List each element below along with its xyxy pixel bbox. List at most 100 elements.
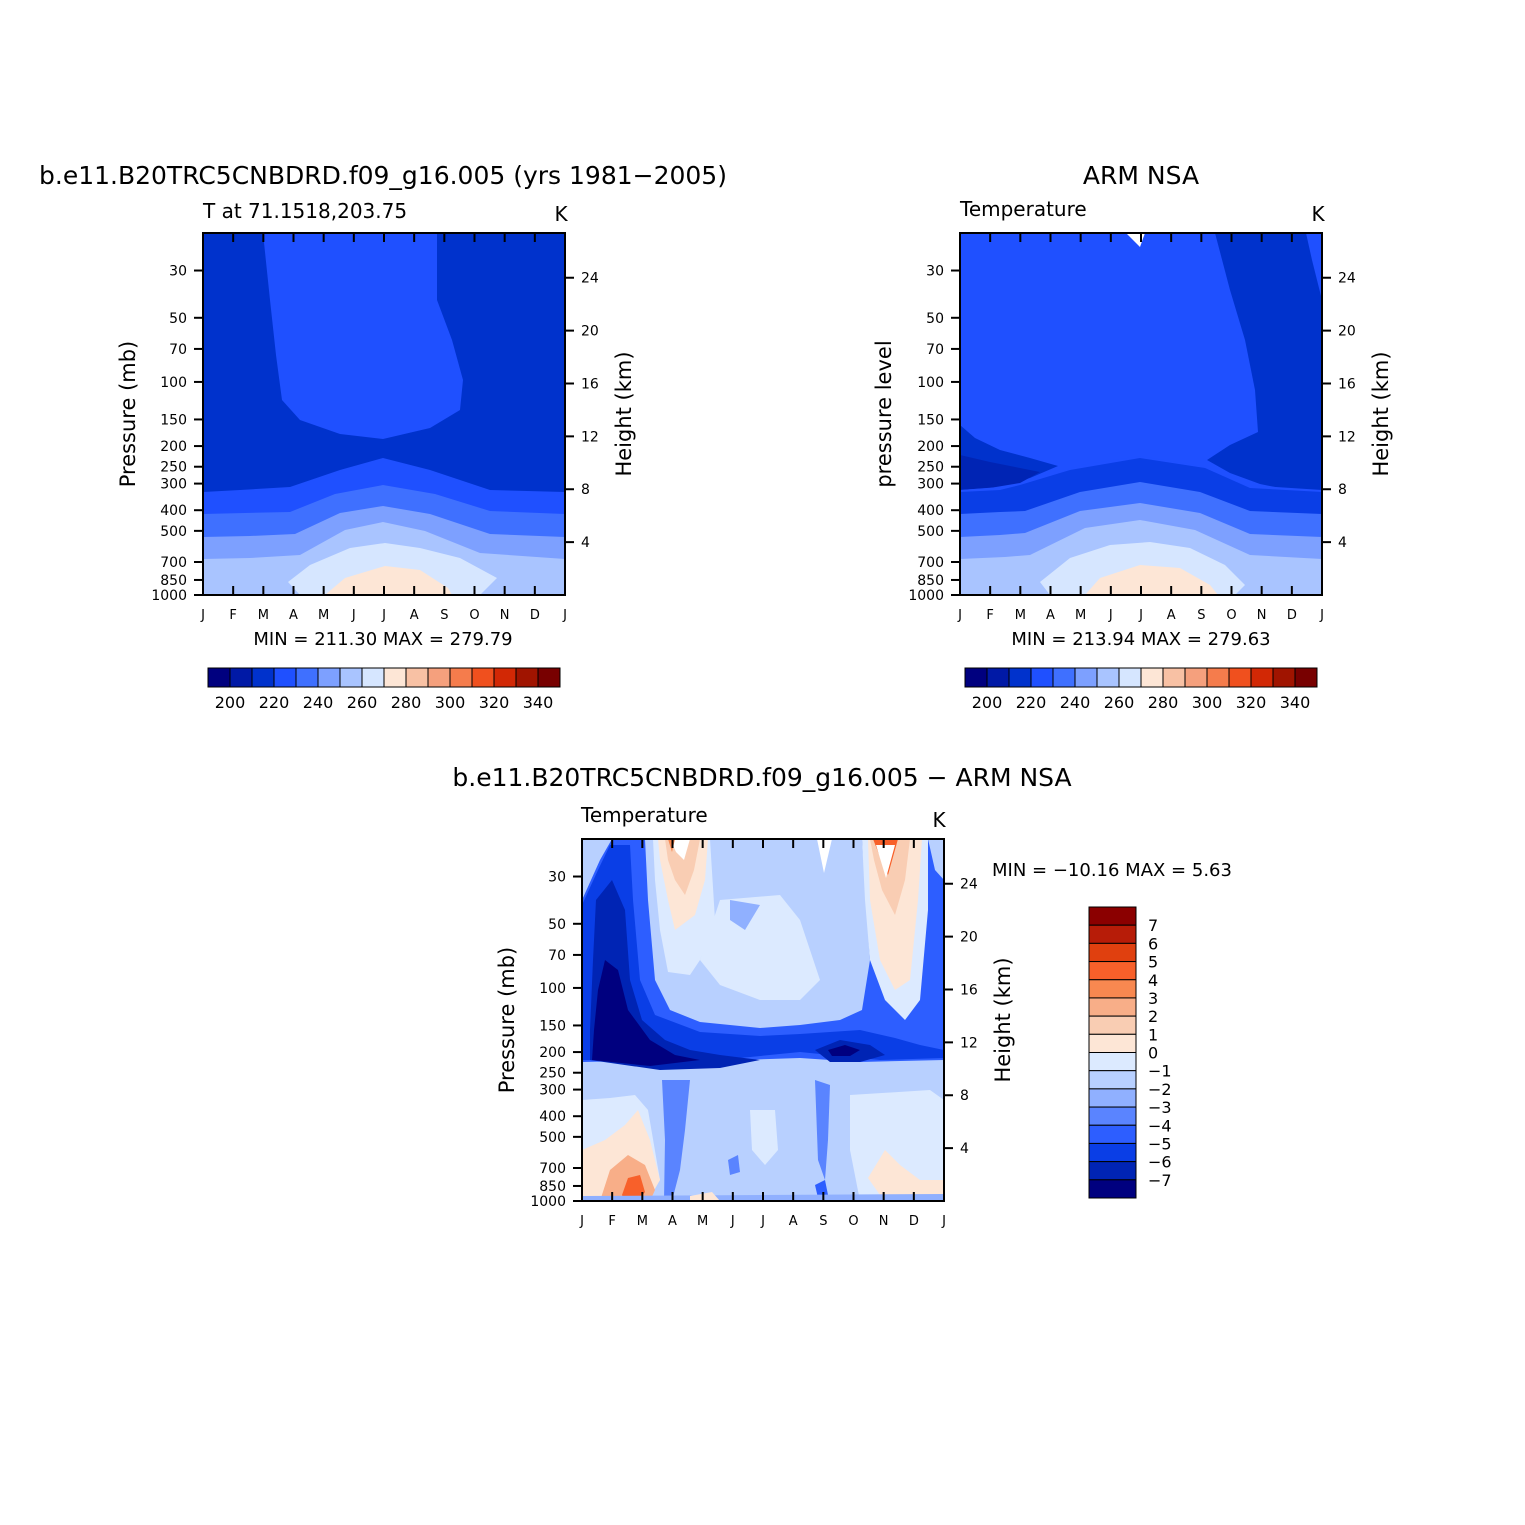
x-tick-label: A [410, 608, 419, 623]
contour-warm-nov-5 [876, 845, 895, 878]
y-tick-label: 100 [160, 375, 187, 391]
y-tick-label: 70 [169, 342, 187, 358]
y-tick-label: 400 [160, 503, 187, 519]
colorbar-label: 320 [479, 693, 510, 712]
colorbar-label: 200 [972, 693, 1003, 712]
minmax-label: MIN = 213.94 MAX = 279.63 [1011, 629, 1270, 650]
y-tick-label: 100 [917, 375, 944, 391]
x-tick-label: M [1015, 608, 1026, 623]
y-tick-label: 50 [926, 311, 944, 327]
colorbar-swatch [1228, 667, 1252, 688]
x-tick-label: F [608, 1214, 615, 1229]
colorbar-obs: 200 220 240 260 280 300 320 340 [964, 667, 1318, 712]
y2-tick-label: 4 [1338, 535, 1347, 551]
y2-tick-label: 16 [960, 982, 978, 998]
panel-title: b.e11.B20TRC5CNBDRD.f09_g16.005 − ARM NS… [452, 763, 1071, 792]
colorbar-label: 240 [303, 693, 334, 712]
y-tick-label: 400 [539, 1109, 566, 1125]
y-tick-label: 30 [169, 264, 187, 280]
colorbar-swatch [1162, 667, 1186, 688]
y-axis-label: Pressure (mb) [116, 341, 140, 488]
units-label: K [1311, 202, 1325, 226]
y-tick-label: 1000 [151, 588, 187, 604]
y2-tick-label: 12 [960, 1035, 978, 1051]
panel-subtitle: Temperature [580, 803, 708, 827]
y-tick-label: 150 [160, 412, 187, 428]
colorbar-swatch [1250, 667, 1274, 688]
x-tick-label: S [1197, 608, 1205, 623]
x-tick-label: M [637, 1214, 648, 1229]
colorbar-label: −3 [1148, 1098, 1172, 1117]
colorbar-label: −4 [1148, 1116, 1172, 1135]
colorbar-label: 7 [1148, 916, 1158, 935]
contour-field [582, 839, 944, 1201]
x-tick-label: J [200, 608, 205, 623]
colorbar-label: −1 [1148, 1062, 1172, 1081]
contour-upper-cold [1207, 233, 1322, 490]
y-tick-label: 70 [548, 948, 566, 964]
y-tick-label: 30 [926, 264, 944, 280]
y2-tick-label: 20 [581, 324, 599, 340]
x-tick-label: O [848, 1214, 858, 1229]
colorbar-swatch [1088, 997, 1137, 1017]
contour-lower-cold-sep [815, 1080, 830, 1180]
x-tick-label: A [1046, 608, 1055, 623]
colorbar-label: 2 [1148, 1007, 1158, 1026]
y2-tick-label: 8 [960, 1088, 969, 1104]
y-tick-label: 200 [917, 439, 944, 455]
contour-lower-pale-mid [750, 1110, 778, 1165]
x-tick-label: S [440, 608, 448, 623]
panel-obs: ARM NSA Temperature K J F M A M J J A S O N D J 30 50 7… [872, 161, 1393, 712]
x-tick-label: J [562, 608, 567, 623]
x-tick-label: A [789, 1214, 798, 1229]
x-tick-label: J [381, 608, 386, 623]
contour-lower-cold-sep-2 [815, 1180, 828, 1198]
colorbar-label: 340 [523, 693, 554, 712]
colorbar-swatch [1030, 667, 1054, 688]
colorbar-swatch [1088, 942, 1137, 963]
colorbar-label: 3 [1148, 989, 1158, 1008]
y2-tick-label: 8 [581, 482, 590, 498]
colorbar-swatch [1294, 667, 1318, 688]
y-axis-label: pressure level [872, 340, 896, 487]
contour-lower-warm-right [868, 1150, 944, 1195]
x-tick-label: J [1319, 608, 1324, 623]
y-tick-label: 250 [917, 460, 944, 476]
colorbar-label: 1 [1148, 1025, 1158, 1044]
y2-tick-label: 16 [581, 376, 599, 392]
x-tick-label: M [1075, 608, 1086, 623]
colorbar-swatch [317, 667, 341, 688]
x-tick-label: D [1287, 608, 1297, 623]
x-tick-label: M [318, 608, 329, 623]
colorbar-label: −2 [1148, 1080, 1172, 1099]
contour-white-sep [817, 839, 832, 873]
y-tick-label: 70 [926, 342, 944, 358]
colorbar-swatch [1088, 1124, 1137, 1144]
y-tick-label: 300 [917, 477, 944, 493]
x-tick-label: F [229, 608, 236, 623]
panel-subtitle: Temperature [959, 197, 1087, 221]
colorbar-model: 200 220 240 260 280 300 320 340 [207, 667, 561, 712]
x-tick-label: S [819, 1214, 827, 1229]
colorbar-label: 340 [1280, 693, 1311, 712]
colorbar-swatch [1088, 1033, 1137, 1053]
colorbar-swatch [207, 667, 231, 688]
colorbar-swatch [1088, 1142, 1137, 1163]
y-tick-label: 200 [539, 1045, 566, 1061]
x-tick-label: M [258, 608, 269, 623]
y2-axis-label: Height (km) [991, 957, 1015, 1082]
x-tick-label: N [879, 1214, 889, 1229]
contour-field [960, 233, 1322, 595]
contour-band-6 [325, 566, 452, 595]
contour-surface-warm [690, 1192, 720, 1201]
colorbar-label: 300 [435, 693, 466, 712]
colorbar-swatch [1272, 667, 1296, 688]
y-tick-label: 700 [160, 555, 187, 571]
colorbar-swatch [537, 667, 561, 688]
y2-tick-label: 20 [1338, 324, 1356, 340]
x-tick-label: D [909, 1214, 919, 1229]
y2-axis-label: Height (km) [1369, 351, 1393, 476]
